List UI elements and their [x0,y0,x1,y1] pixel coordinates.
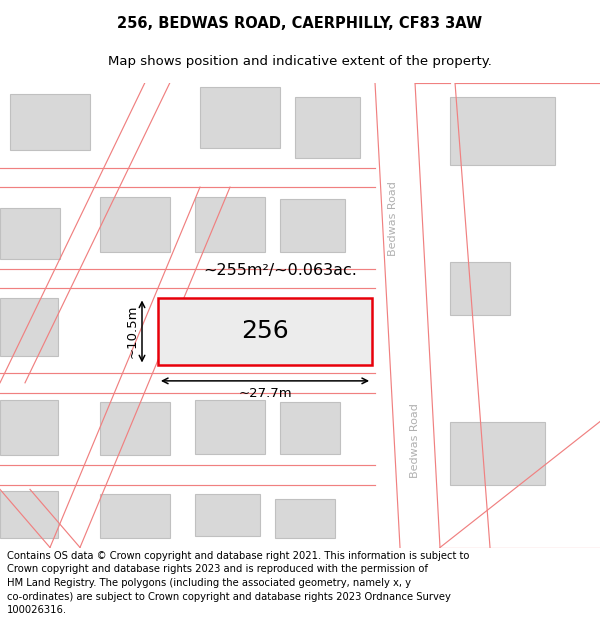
Text: Bedwas Road: Bedwas Road [388,181,398,256]
Polygon shape [0,298,58,356]
Polygon shape [280,402,340,454]
Polygon shape [195,197,265,252]
Text: ~10.5m: ~10.5m [126,305,139,358]
Text: ~255m²/~0.063ac.: ~255m²/~0.063ac. [203,263,357,278]
Polygon shape [0,400,58,456]
Polygon shape [50,187,230,548]
Polygon shape [0,491,58,538]
Text: 256: 256 [241,319,289,344]
Polygon shape [0,373,375,392]
Polygon shape [0,82,170,382]
Polygon shape [0,209,60,259]
Text: 256, BEDWAS ROAD, CAERPHILLY, CF83 3AW: 256, BEDWAS ROAD, CAERPHILLY, CF83 3AW [118,16,482,31]
Polygon shape [10,94,90,150]
Polygon shape [450,97,555,165]
Polygon shape [195,400,265,454]
Text: ~27.7m: ~27.7m [238,387,292,400]
Text: Bedwas Road: Bedwas Road [410,404,420,478]
Polygon shape [280,199,345,252]
Polygon shape [0,269,375,288]
Polygon shape [275,499,335,538]
Polygon shape [450,421,545,484]
Polygon shape [100,197,170,252]
Bar [158,298,372,366]
Polygon shape [375,82,440,548]
Polygon shape [450,262,510,315]
Polygon shape [0,465,375,484]
Polygon shape [295,97,360,158]
Text: Map shows position and indicative extent of the property.: Map shows position and indicative extent… [108,56,492,68]
Polygon shape [195,494,260,536]
Text: Contains OS data © Crown copyright and database right 2021. This information is : Contains OS data © Crown copyright and d… [7,551,470,615]
Polygon shape [0,168,375,187]
Polygon shape [100,494,170,538]
Polygon shape [100,402,170,456]
Polygon shape [200,88,280,148]
